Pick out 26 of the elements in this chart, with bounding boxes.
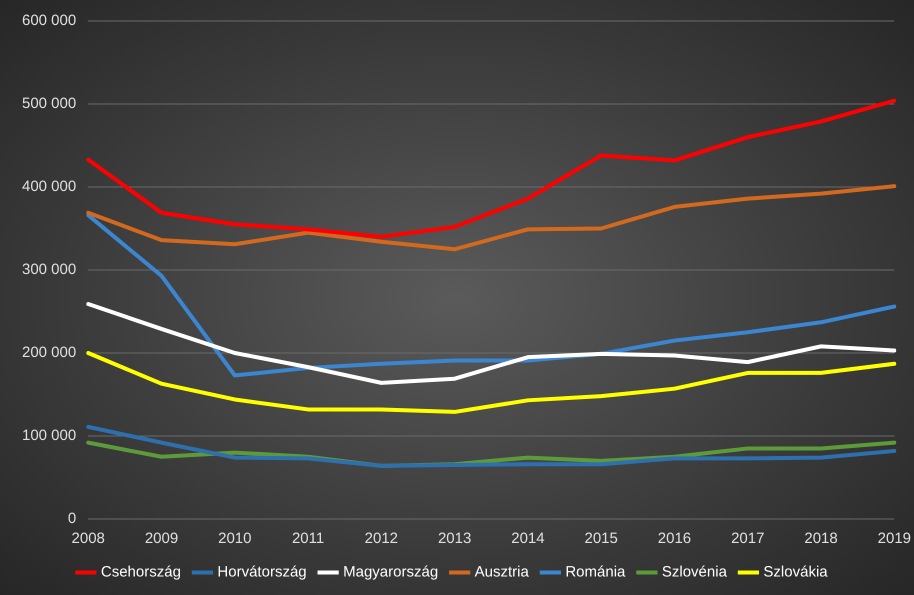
x-tick-label: 2019 [878,530,912,548]
legend-label: Románia [565,564,626,581]
legend-label: Szlovákia [763,564,828,581]
x-tick-label: 2011 [292,530,324,548]
y-tick-label: 300 000 [22,261,76,278]
y-tick-label: 400 000 [22,178,76,196]
legend-label: Csehország [100,564,181,581]
x-tick-label: 2013 [438,530,472,548]
y-tick-label: 0 [68,510,76,528]
x-tick-label: 2008 [72,530,105,548]
legend-label: Horvátország [217,564,307,581]
y-tick-label: 200 000 [22,344,76,362]
x-tick-label: 2018 [804,530,838,548]
x-tick-label: 2012 [364,530,398,548]
x-tick-label: 2014 [511,530,545,548]
legend-label: Ausztria [474,564,530,581]
legend-label: Magyarország [343,564,438,581]
x-tick-label: 2010 [218,530,252,548]
legend-label: Szlovénia [662,564,728,581]
x-tick-label: 2017 [731,530,764,548]
x-tick-label: 2009 [144,530,178,548]
y-tick-label: 100 000 [22,427,76,444]
x-tick-label: 2016 [658,530,692,548]
y-tick-label: 500 000 [22,95,76,112]
x-tick-label: 2015 [584,530,618,548]
y-tick-label: 600 000 [22,12,76,30]
